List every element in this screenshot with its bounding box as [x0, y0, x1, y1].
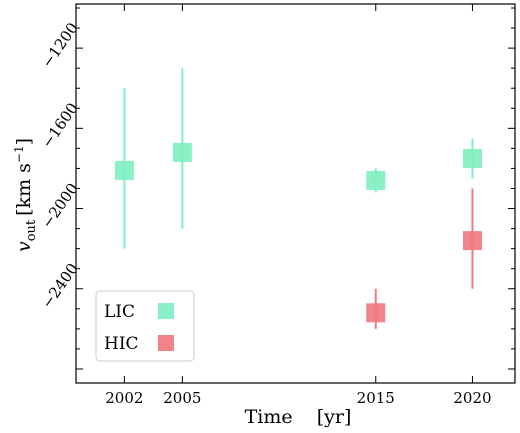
y-tick-label--2400: −2400 [38, 260, 82, 312]
plot-area: 2002 2005 2015 2020 −1200 −1600 −2000 −2400 LIC H… [38, 3, 516, 407]
x-axis-label: Time [yr] [245, 406, 352, 428]
y-axis-label-unit: [km s [13, 163, 35, 216]
y-axis-label-sup: −1 [12, 145, 26, 163]
marker-lic-2005 [172, 142, 192, 162]
y-axis-label-sub: out [24, 219, 39, 241]
x-tick-label-2015: 2015 [357, 389, 395, 407]
y-axis-label: vout [km s−1] [12, 138, 39, 252]
marker-hic-2020 [462, 231, 482, 251]
svg-text:vout[km s−1]: vout [km s−1] [12, 138, 39, 252]
legend-label-hic: HIC [104, 334, 139, 354]
y-tick-label--2000: −2000 [38, 180, 82, 232]
y-axis-label-main: v [13, 241, 35, 252]
marker-lic-2015 [366, 170, 386, 190]
legend-label-lic: LIC [104, 302, 135, 322]
x-tick-label-2002: 2002 [105, 389, 143, 407]
y-axis-label-close: ] [13, 138, 35, 145]
marker-hic-2015 [366, 303, 386, 323]
legend-marker-hic [158, 335, 174, 351]
marker-lic-2002 [114, 160, 134, 180]
x-tick-label-2005: 2005 [163, 389, 201, 407]
y-tick-label--1600: −1600 [38, 100, 82, 152]
plot-frame [75, 3, 516, 384]
x-tick-label-2020: 2020 [453, 389, 491, 407]
marker-lic-2020 [462, 148, 482, 168]
legend-marker-lic [158, 303, 174, 319]
y-tick-label--1200: −1200 [38, 19, 82, 71]
